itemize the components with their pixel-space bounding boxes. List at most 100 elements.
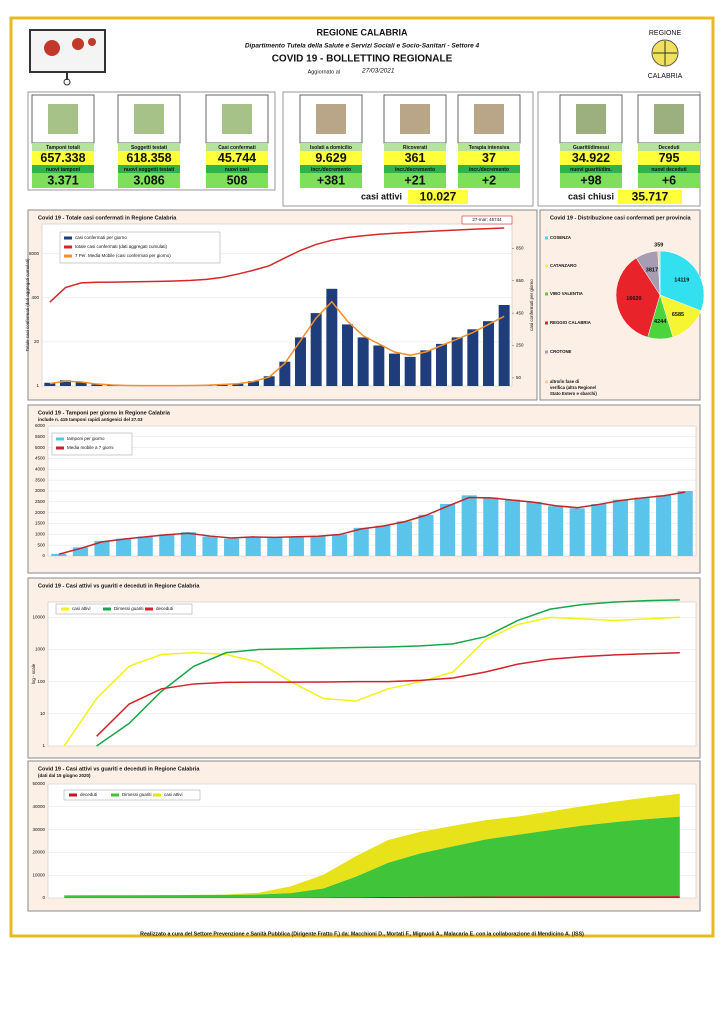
legend-swatch xyxy=(145,607,153,611)
y-tick-label: 1000 xyxy=(35,532,46,537)
area xyxy=(64,816,680,898)
bar xyxy=(612,499,628,556)
bar xyxy=(310,313,322,386)
legend-swatch xyxy=(545,264,548,268)
bar xyxy=(436,343,447,386)
bar xyxy=(94,540,110,556)
legend-swatch xyxy=(545,321,548,325)
tile-sub-label: nuovi casi xyxy=(225,167,250,173)
bar xyxy=(310,536,326,556)
tile-sub-value: 508 xyxy=(227,173,248,187)
bar xyxy=(295,337,306,386)
tile-value: 9.629 xyxy=(315,151,346,165)
pie-slice xyxy=(659,250,705,312)
tile-sub-band xyxy=(384,165,446,173)
tile-sub-value-band xyxy=(638,173,700,188)
bar xyxy=(248,381,259,386)
tile-label-band xyxy=(118,143,180,151)
y-tick-label: 2000 xyxy=(35,510,46,515)
y-tick-label: 400 xyxy=(31,295,39,300)
annotation-box xyxy=(461,215,513,225)
y2-tick-label: 650 xyxy=(516,278,524,283)
chart-title: Covid 19 - Casi attivi vs guariti e dece… xyxy=(38,583,200,589)
area xyxy=(64,793,680,896)
legend-swatch xyxy=(64,236,72,240)
group-box xyxy=(282,91,534,207)
bar xyxy=(634,497,650,556)
tile-icon-shape xyxy=(474,104,504,134)
tile-label: Soggetti testati xyxy=(131,145,168,151)
line xyxy=(58,491,686,555)
bar xyxy=(342,324,353,386)
legend-swatch xyxy=(69,793,77,797)
bar xyxy=(232,383,244,386)
y-tick-label: 30000 xyxy=(32,827,45,832)
footer: Realizzato a cura del Settore Prevenzion… xyxy=(140,931,584,937)
legend-swatch xyxy=(56,437,64,441)
bar xyxy=(418,514,434,556)
tile-sub-band xyxy=(638,165,700,173)
date-label: Aggiornato al xyxy=(308,69,340,75)
tile-sub-label: incr./decremento xyxy=(311,167,351,173)
y2-tick-label: 850 xyxy=(516,245,524,250)
tile-value-band xyxy=(638,151,700,165)
tile-sub-label: incr./decremento xyxy=(469,167,509,173)
bar xyxy=(267,537,283,556)
bar xyxy=(467,329,479,386)
bar xyxy=(180,532,196,556)
bar xyxy=(404,356,416,386)
header-icon xyxy=(29,29,106,86)
bar xyxy=(483,321,494,386)
bar xyxy=(224,538,240,556)
tile-label: Guariti/dimessi xyxy=(573,145,610,151)
bar xyxy=(569,508,585,556)
annotation: 27-mar; 45744 xyxy=(472,217,502,222)
bar xyxy=(288,536,304,556)
y-tick-label: 8000 xyxy=(29,251,40,256)
tile-value-band xyxy=(384,151,446,165)
pie-value-label: 14119 xyxy=(674,278,689,284)
active-value: 10.027 xyxy=(420,190,457,204)
active-label: casi attivi xyxy=(361,191,402,201)
bar xyxy=(548,506,564,556)
tile-sub-label: nuovi tamponi xyxy=(46,167,81,173)
legend-swatch xyxy=(103,607,111,611)
tile-sub-value: +98 xyxy=(580,173,601,187)
chart-title: Covid 19 - Distribuzione casi confermati… xyxy=(550,215,692,221)
bar xyxy=(245,536,261,556)
y-axis-label: Totale casi confermati (dati aggregati c… xyxy=(25,258,30,352)
tile-sub-label: nuovi guariti/dim. xyxy=(570,167,612,173)
tile-label-band xyxy=(638,143,700,151)
tile-label: Isolati a domicilio xyxy=(310,145,352,151)
tile-icon-shape xyxy=(222,104,252,134)
logo-bottom: CALABRIA xyxy=(648,73,683,80)
area xyxy=(64,896,680,898)
line xyxy=(63,616,680,747)
header-title: REGIONE CALABRIA xyxy=(316,27,408,37)
bar xyxy=(44,382,56,386)
y-tick-label: 10 xyxy=(40,711,46,716)
y-tick-label: 20 xyxy=(34,339,40,344)
tile-sub-label: nuovi soggetti testati xyxy=(124,167,175,173)
tile-sub-label: nuovi deceduti xyxy=(651,167,687,173)
tile-sub-value: 3.086 xyxy=(133,173,164,187)
legend-swatch xyxy=(61,607,69,611)
legend-swatch xyxy=(111,793,119,797)
legend-label: deceduti xyxy=(156,606,173,611)
tile-sub-value-band xyxy=(458,173,520,188)
tile-label: Casi confermati xyxy=(218,145,256,151)
date: 27/03/2021 xyxy=(361,68,395,75)
y-tick-label: 1000 xyxy=(35,647,46,652)
tile-sub-value-band xyxy=(300,173,362,188)
y-tick-label: 5500 xyxy=(35,434,46,439)
y-tick-label: 10000 xyxy=(32,872,45,877)
legend-label: casi attivi xyxy=(72,606,91,611)
chart-title: Covid 19 - Casi attivi vs guariti e dece… xyxy=(38,766,200,772)
tile-value: 618.358 xyxy=(126,151,171,165)
tile-value-band xyxy=(458,151,520,165)
y-tick-label: 2500 xyxy=(35,499,46,504)
y-tick-label: 20000 xyxy=(32,850,45,855)
bar xyxy=(677,491,693,556)
chart-subtitle: include n. 415 tamponi rapidi antigenici… xyxy=(38,417,143,422)
